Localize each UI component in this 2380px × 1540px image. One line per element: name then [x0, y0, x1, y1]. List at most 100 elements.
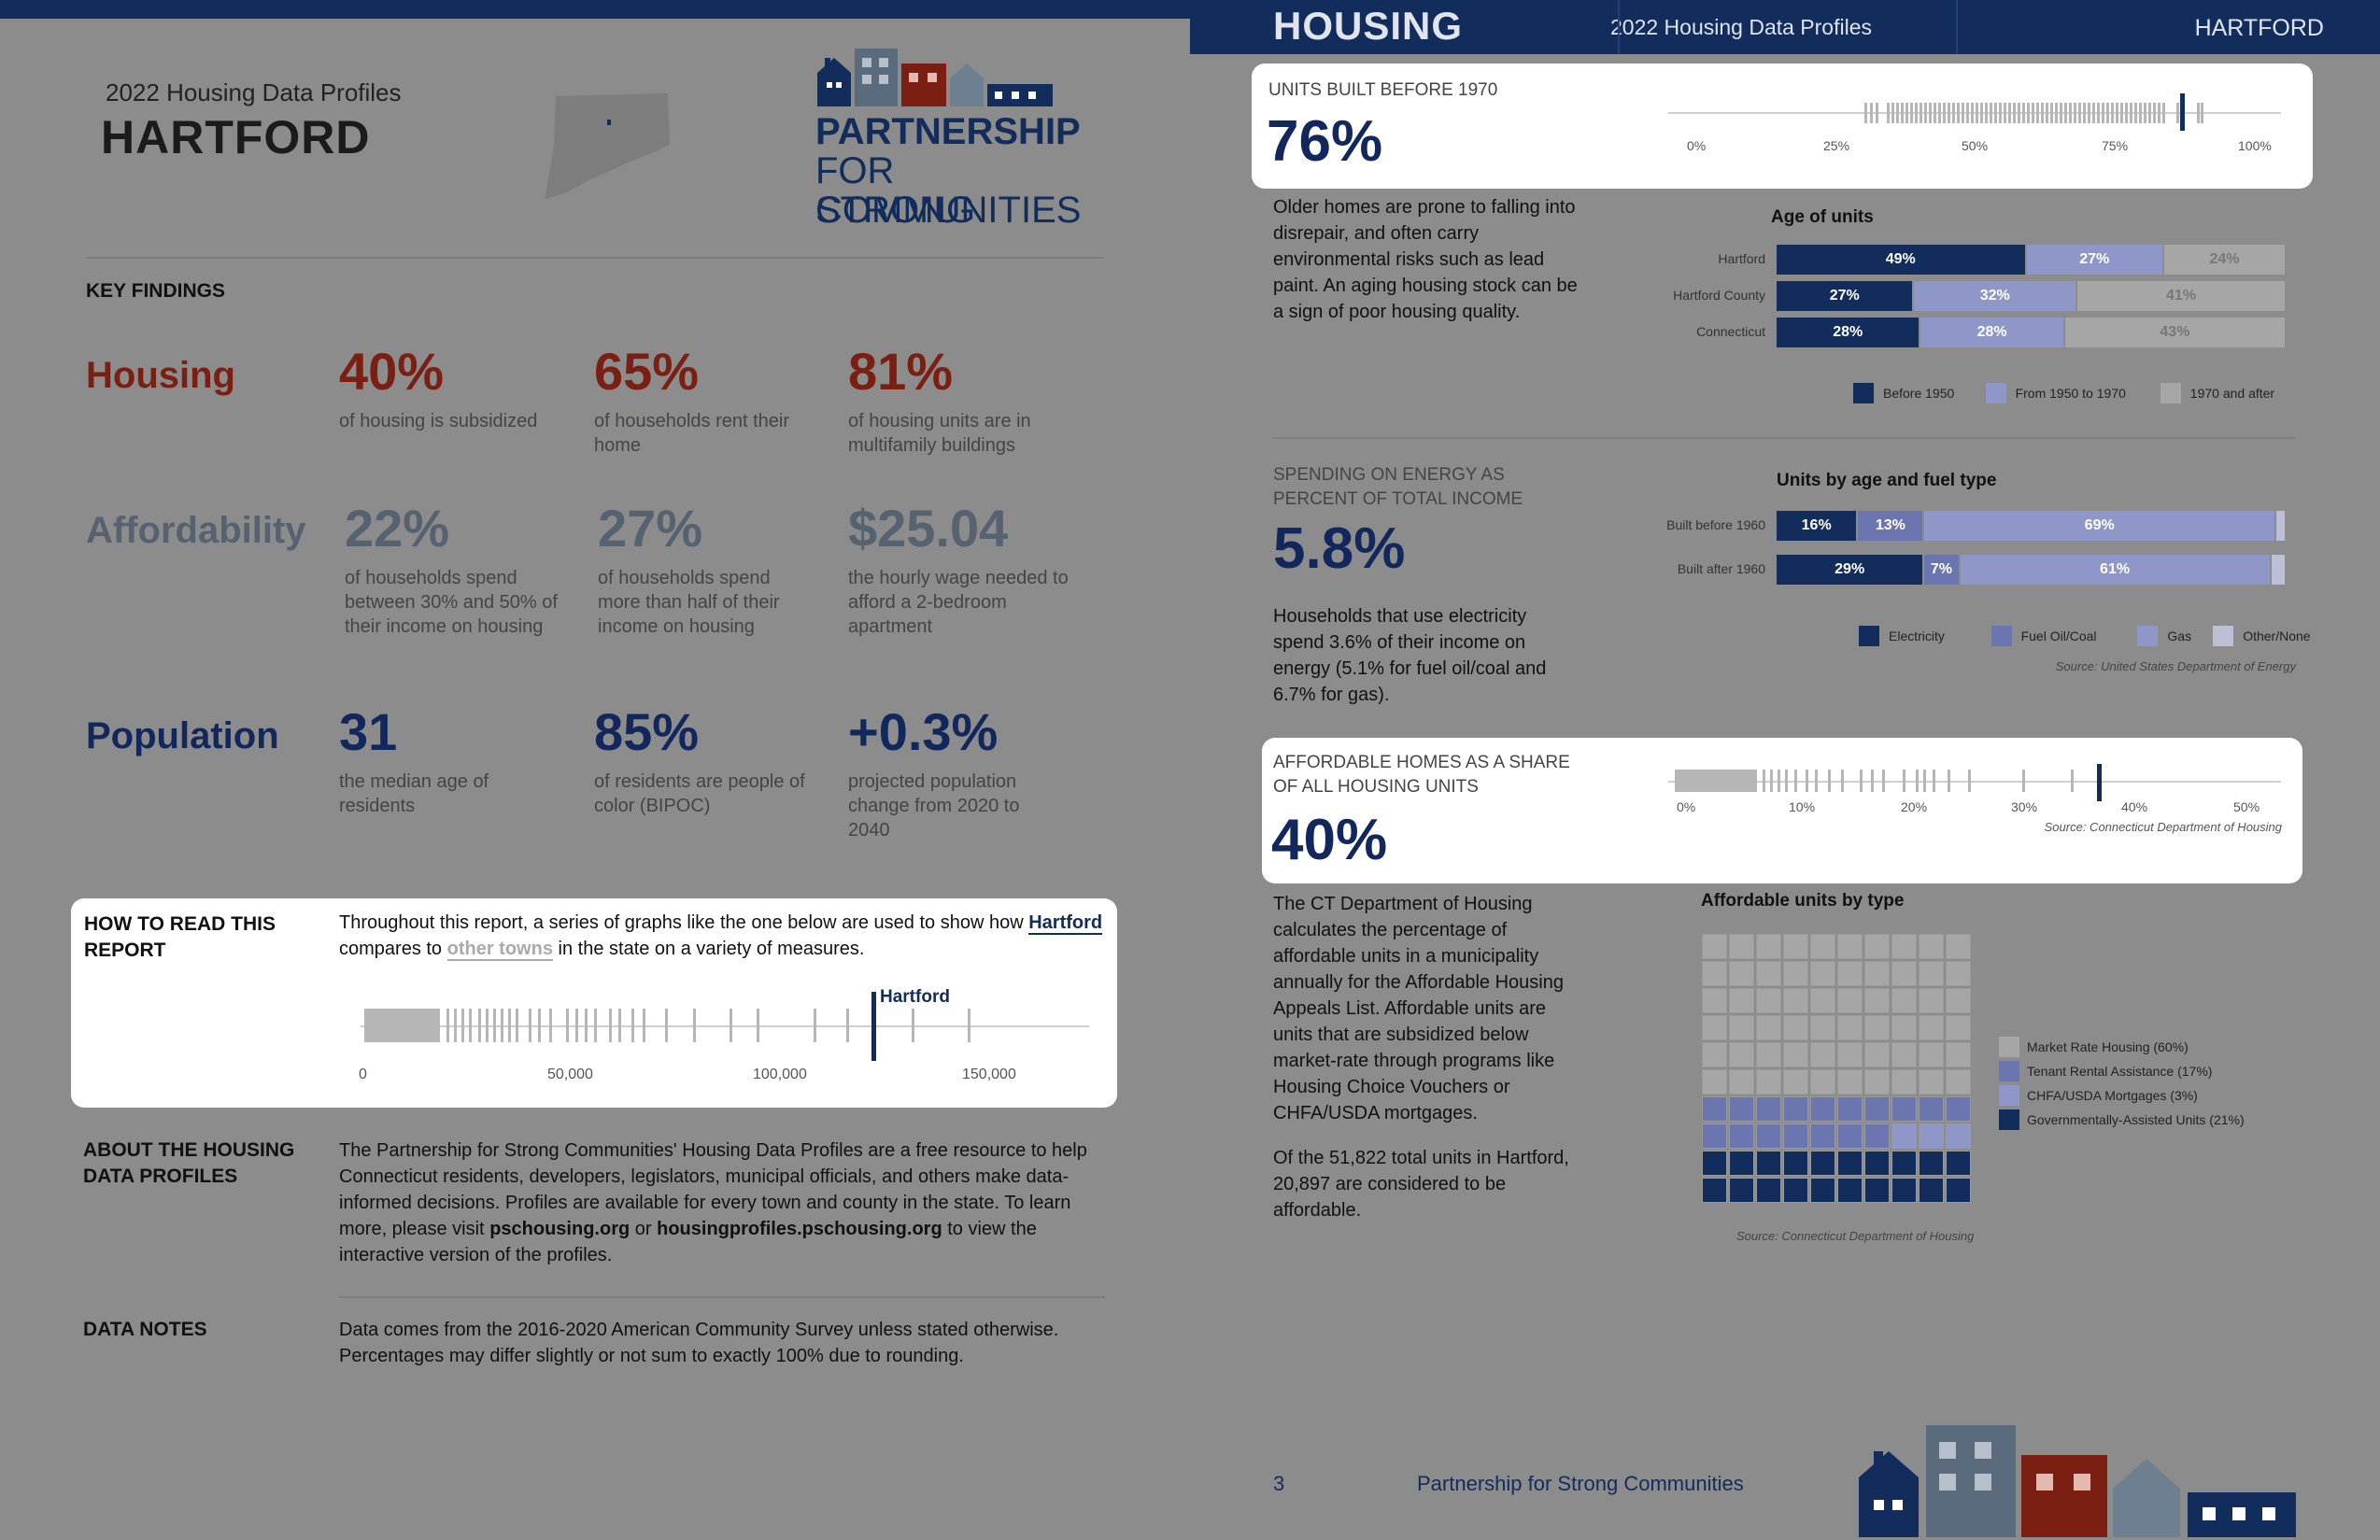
- legend-label: Electricity: [1889, 629, 1945, 643]
- legend-label: Before 1950: [1883, 386, 1955, 401]
- waffle-cell: [1810, 1069, 1835, 1095]
- bar-segment: 43%: [2064, 318, 2285, 347]
- waffle-cell: [1702, 1178, 1727, 1203]
- distribution-tick: [1688, 770, 1692, 792]
- distribution-tick: [413, 1009, 417, 1042]
- distribution-tick: [2036, 103, 2039, 123]
- waffle-cell: [1729, 934, 1754, 959]
- distribution-tick: [2022, 103, 2025, 123]
- distribution-tick: [1702, 770, 1706, 792]
- chart-title: Age of units: [1771, 207, 1874, 227]
- waffle-cell: [1810, 1178, 1835, 1203]
- waffle-cell: [1702, 1123, 1727, 1149]
- waffle-cell: [1783, 988, 1808, 1013]
- distribution-tick: [418, 1009, 421, 1042]
- waffle-cell: [1864, 1178, 1890, 1203]
- waffle-cell: [1891, 1178, 1917, 1203]
- distribution-tick: [1751, 770, 1755, 792]
- metric-value: 40%: [1271, 808, 1388, 872]
- legend-swatch: [1853, 383, 1874, 403]
- waffle-cell: [1864, 1042, 1890, 1067]
- distribution-tick: [1870, 103, 1873, 123]
- distribution-tick: [426, 1009, 430, 1042]
- distribution-tick: [1794, 770, 1797, 792]
- example-axis-line: [361, 1025, 1089, 1027]
- distribution-tick: [1785, 770, 1788, 792]
- bar-category-label: Connecticut: [1696, 324, 1765, 339]
- distribution-tick: [2069, 103, 2072, 123]
- distribution-tick: [1732, 770, 1735, 792]
- distribution-tick: [1841, 770, 1844, 792]
- about-text-part: to view the interactive version of the p…: [339, 1219, 1037, 1265]
- distribution-tick: [380, 1009, 384, 1042]
- waffle-cell: [1837, 1042, 1863, 1067]
- distribution-tick: [538, 1009, 541, 1042]
- distribution-tick: [2176, 103, 2179, 123]
- waffle-cell: [1919, 1151, 1944, 1176]
- about-text-part: or: [634, 1219, 652, 1239]
- distribution-tick: [410, 1009, 414, 1042]
- waffle-cell: [1783, 1096, 1808, 1122]
- housingprofiles-link[interactable]: housingprofiles.pschousing.org: [657, 1219, 942, 1239]
- distribution-tick: [1971, 103, 1974, 123]
- distribution-tick: [434, 1009, 438, 1042]
- distribution-tick: [469, 1009, 472, 1042]
- distribution-tick: [1957, 103, 1960, 123]
- distribution-tick: [1723, 770, 1727, 792]
- waffle-cell: [1919, 1015, 1944, 1040]
- waffle-cell: [1864, 1123, 1890, 1149]
- waffle-cell: [1864, 1069, 1890, 1095]
- legend-swatch: [1999, 1109, 2019, 1130]
- distribution-tick: [402, 1009, 405, 1042]
- distribution-tick: [2139, 103, 2142, 123]
- waffle-cell: [1891, 1069, 1917, 1095]
- waffle-cell: [1729, 1015, 1754, 1040]
- waffle-cell: [1919, 1096, 1944, 1122]
- pschousing-link[interactable]: pschousing.org: [489, 1219, 630, 1239]
- distribution-tick: [643, 1009, 645, 1042]
- distribution-tick: [1743, 770, 1747, 792]
- about-text: The Partnership for Strong Communities' …: [339, 1137, 1114, 1268]
- page-header: HOUSING 2022 Housing Data Profiles HARTF…: [1190, 0, 2380, 54]
- distribution-tick: [2120, 103, 2123, 123]
- bar-category-label: Built after 1960: [1677, 561, 1765, 576]
- distribution-tick: [1710, 770, 1714, 792]
- axis-label: 30%: [2011, 799, 2038, 814]
- distribution-tick: [1933, 770, 1935, 792]
- waffle-cell: [1946, 1069, 1971, 1095]
- source-note: Source: Connecticut Department of Housin…: [1736, 1229, 1975, 1243]
- finding-desc: the hourly wage needed to afford a 2-bed…: [848, 568, 1069, 637]
- distribution-tick: [2197, 103, 2200, 123]
- legend-swatch: [1999, 1037, 2019, 1057]
- waffle-cell: [1946, 1178, 1971, 1203]
- distribution-tick: [1677, 770, 1680, 792]
- distribution-tick: [1994, 103, 1997, 123]
- distribution-tick: [1948, 103, 1950, 123]
- distribution-tick: [968, 1009, 970, 1042]
- waffle-cell: [1919, 961, 1944, 986]
- waffle-cell: [1837, 961, 1863, 986]
- distribution-tick: [1871, 770, 1874, 792]
- distribution-tick: [2111, 103, 2114, 123]
- waffle-cell: [1756, 1096, 1781, 1122]
- metric-label: AFFORDABLE HOMES AS A SHARE OF ALL HOUSI…: [1273, 753, 1570, 797]
- waffle-cell: [1864, 961, 1890, 986]
- distribution-tick: [369, 1009, 373, 1042]
- footer-org: Partnership for Strong Communities: [1417, 1472, 1744, 1495]
- logo-line-1: PARTNERSHIP: [815, 111, 1081, 152]
- waffle-cell: [1783, 1151, 1808, 1176]
- distribution-tick: [1696, 770, 1700, 792]
- distribution-tick: [1815, 770, 1818, 792]
- distribution-tick: [631, 1009, 634, 1042]
- waffle-cell: [1864, 1151, 1890, 1176]
- distribution-tick: [618, 1009, 621, 1042]
- affordable-card: AFFORDABLE HOMES AS A SHARE OF ALL HOUSI…: [1262, 738, 2302, 883]
- waffle-cell: [1891, 934, 1917, 959]
- waffle-cell: [1729, 1069, 1754, 1095]
- bar-segment: 29%: [1777, 555, 1923, 585]
- waffle-cell: [1729, 1123, 1754, 1149]
- distribution-tick: [461, 1009, 464, 1042]
- axis-label: 100%: [2238, 138, 2272, 153]
- legend-swatch: [1859, 626, 1879, 646]
- distribution-tick: [2004, 103, 2006, 123]
